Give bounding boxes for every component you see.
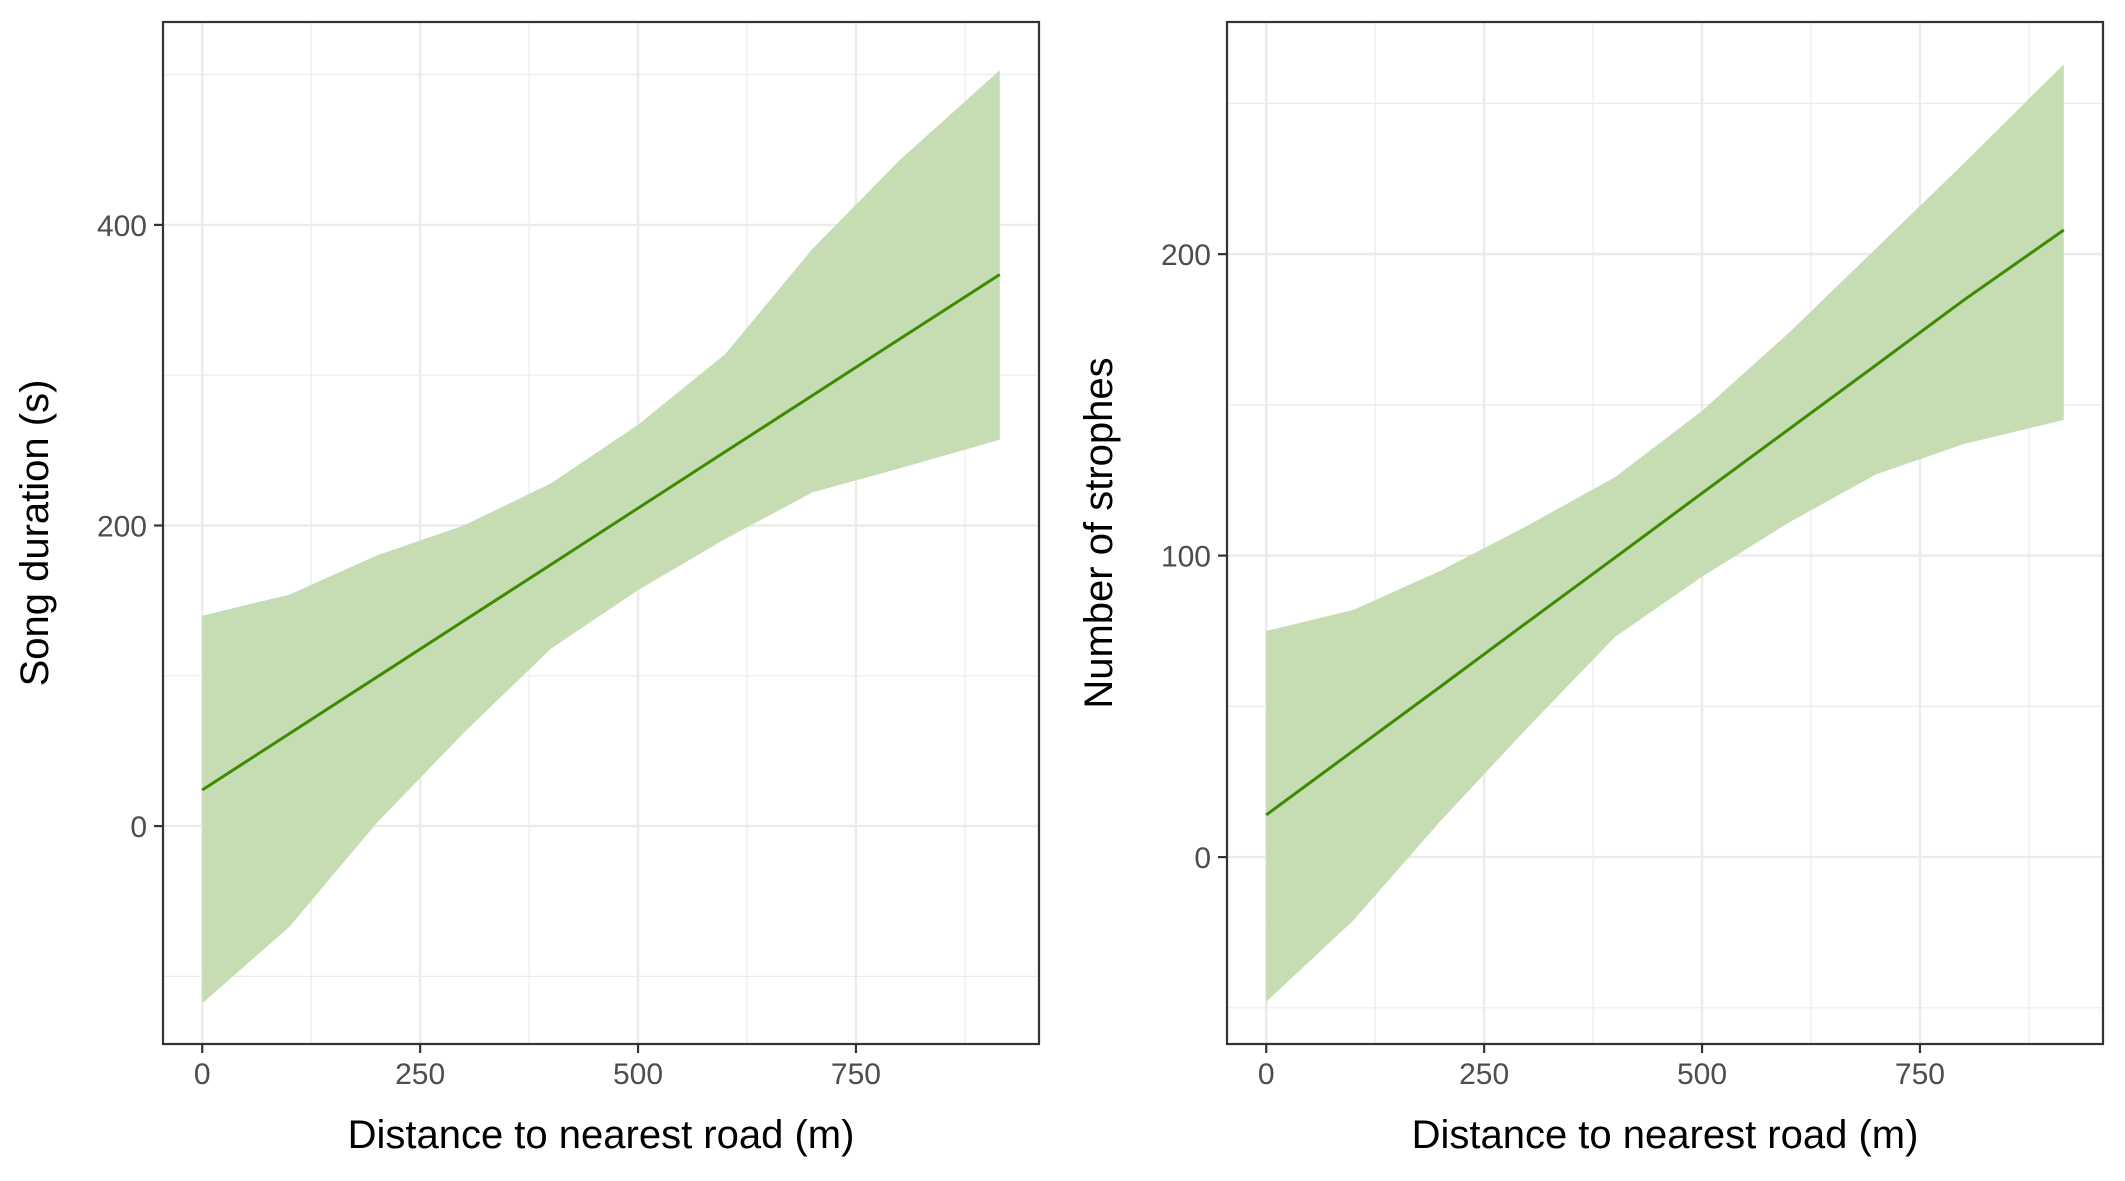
y-axis-title: Number of strophes [1077, 357, 1121, 708]
x-tick-label: 250 [1459, 1058, 1509, 1091]
y-tick-label: 200 [97, 510, 147, 543]
y-tick-label: 0 [130, 811, 147, 844]
x-tick-label: 0 [1258, 1058, 1275, 1091]
x-tick-label: 0 [194, 1058, 211, 1091]
y-tick-label: 400 [97, 210, 147, 243]
confidence-band [202, 70, 1000, 1004]
fitted-line [201, 273, 1001, 792]
y-tick-label: 100 [1161, 541, 1211, 574]
y-axis-title: Song duration (s) [13, 380, 57, 687]
x-tick-label: 500 [613, 1058, 663, 1091]
panel-song-duration: 0 250 500 750 0 200 400 Distance to nearest roa… [13, 20, 1041, 1157]
x-tick-label: 250 [395, 1058, 445, 1091]
confidence-band [1266, 64, 2064, 1002]
x-tick-label: 500 [1677, 1058, 1727, 1091]
panel-border [1225, 20, 2105, 1046]
panel-border [161, 20, 1041, 1046]
panel-number-of-strophes: 0 250 500 750 0 100 200 Distance to nearest roa… [1077, 20, 2105, 1157]
x-tick-label: 750 [831, 1058, 881, 1091]
fitted-line [1265, 228, 2065, 817]
y-tick-label: 0 [1194, 842, 1211, 875]
x-axis-title: Distance to nearest road (m) [348, 1113, 855, 1157]
x-tick-label: 750 [1895, 1058, 1945, 1091]
y-tick-label: 200 [1161, 239, 1211, 272]
x-axis-title: Distance to nearest road (m) [1412, 1113, 1919, 1157]
